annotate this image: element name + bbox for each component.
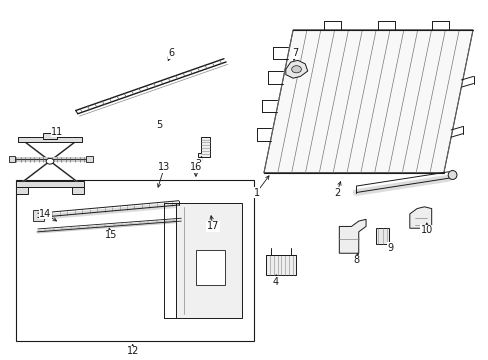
Circle shape xyxy=(46,158,54,164)
Polygon shape xyxy=(409,207,431,228)
Bar xyxy=(196,249,224,285)
Polygon shape xyxy=(339,219,366,253)
Bar xyxy=(9,156,15,162)
Text: 16: 16 xyxy=(189,162,202,172)
Polygon shape xyxy=(285,60,307,78)
Bar xyxy=(16,180,254,341)
Text: 9: 9 xyxy=(386,243,393,253)
Bar xyxy=(16,187,28,194)
Bar xyxy=(375,228,388,244)
Polygon shape xyxy=(264,30,472,173)
Bar xyxy=(72,187,84,194)
Text: 4: 4 xyxy=(272,277,279,287)
Bar xyxy=(16,181,84,187)
Text: 11: 11 xyxy=(51,127,63,137)
Text: 13: 13 xyxy=(158,162,170,172)
Bar xyxy=(33,210,43,221)
Circle shape xyxy=(291,66,301,73)
Text: 17: 17 xyxy=(206,221,219,231)
Text: 7: 7 xyxy=(292,48,298,58)
Text: 3: 3 xyxy=(195,159,201,169)
Bar xyxy=(85,156,93,162)
Polygon shape xyxy=(198,137,210,157)
Text: 15: 15 xyxy=(104,230,117,240)
Text: 14: 14 xyxy=(39,209,51,219)
Bar xyxy=(42,133,57,139)
Text: 10: 10 xyxy=(420,225,432,235)
Ellipse shape xyxy=(447,171,456,180)
Text: 5: 5 xyxy=(156,120,162,130)
Text: 2: 2 xyxy=(333,188,339,198)
Bar xyxy=(19,137,81,143)
Text: 12: 12 xyxy=(126,346,139,356)
Bar xyxy=(266,255,295,275)
Text: 8: 8 xyxy=(352,255,359,265)
Bar xyxy=(176,203,242,318)
Text: 1: 1 xyxy=(253,188,259,198)
Text: 6: 6 xyxy=(168,48,174,58)
